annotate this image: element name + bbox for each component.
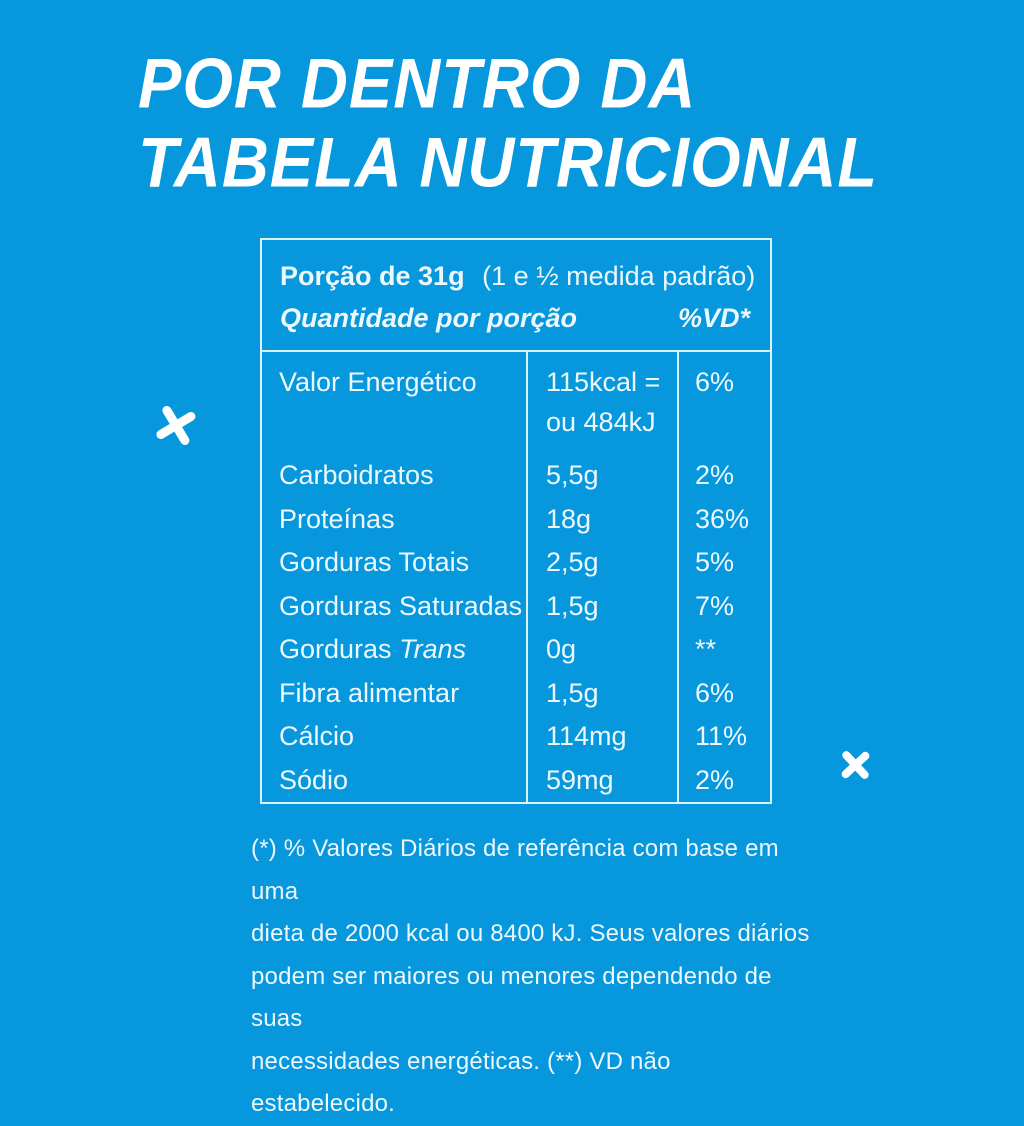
column-header-vd: %VD*	[677, 303, 750, 333]
row-vd: 2%	[677, 454, 770, 498]
row-label: Gorduras Totais	[279, 547, 470, 577]
page-title-line-1: POR DENTRO DA	[138, 44, 697, 123]
row-value: 2,5g	[526, 541, 677, 585]
row-value: 5,5g	[526, 454, 677, 498]
row-label: Proteínas	[279, 503, 395, 534]
row-label: Fibra alimentar	[279, 677, 460, 708]
serving-note: (1 e ½ medida padrão)	[482, 261, 756, 291]
row-label: Cálcio	[279, 721, 355, 751]
row-vd: 6%	[677, 671, 770, 715]
row-vd: 36%	[677, 497, 770, 541]
page-title: POR DENTRO DA TABELA NUTRICIONAL	[138, 44, 878, 202]
row-vd: 2%	[677, 758, 770, 802]
footnote-line-4: necessidades energéticas. (**) VD não es…	[251, 1047, 671, 1118]
infographic: POR DENTRO DA TABELA NUTRICIONAL Porção …	[138, 44, 878, 1117]
row-value: 59mg	[526, 758, 677, 802]
row-vd: 7%	[677, 584, 770, 628]
row-label: Valor Energético	[279, 367, 477, 397]
row-value: 0g	[526, 628, 677, 672]
page-title-line-2: TABELA NUTRICIONAL	[138, 122, 879, 202]
footnote-line-2: dieta de 2000 kcal ou 8400 kJ. Seus valo…	[251, 920, 810, 947]
serving-size: Porção de 31g	[280, 261, 465, 291]
x-mark-icon	[837, 746, 873, 782]
nutrition-table-body: Valor Energético 115kcal = ou 484kJ 6% C…	[262, 352, 770, 802]
nutrition-table: Porção de 31g (1 e ½ medida padrão) Quan…	[260, 238, 772, 804]
x-mark-icon	[149, 398, 202, 451]
row-vd: 11%	[677, 715, 770, 759]
row-value: 1,5g	[526, 671, 677, 715]
row-vd: 5%	[677, 541, 770, 585]
row-value: 18g	[526, 497, 677, 541]
column-header-quantity: Quantidade por porção	[280, 303, 578, 333]
row-label: Gorduras Trans	[279, 634, 467, 664]
nutrition-table-header: Porção de 31g (1 e ½ medida padrão) Quan…	[262, 240, 770, 352]
footnote-line-1: (*) % Valores Diários de referência com …	[251, 835, 779, 905]
row-value: 115kcal = ou 484kJ	[526, 352, 677, 454]
footnote-line-3: podem ser maiores ou menores dependendo …	[251, 962, 772, 1033]
footnote: (*) % Valores Diários de referência com …	[251, 828, 811, 1126]
column-headers: Quantidade por porção %VD*	[280, 303, 750, 334]
row-label: Sódio	[279, 764, 349, 795]
row-value: 114mg	[526, 715, 677, 759]
serving-line: Porção de 31g (1 e ½ medida padrão)	[280, 260, 755, 292]
row-value: 1,5g	[526, 584, 677, 628]
row-vd: 6%	[677, 352, 770, 454]
row-label: Gorduras Saturadas	[279, 590, 523, 621]
row-label: Carboidratos	[279, 460, 434, 490]
row-vd: **	[677, 628, 770, 672]
